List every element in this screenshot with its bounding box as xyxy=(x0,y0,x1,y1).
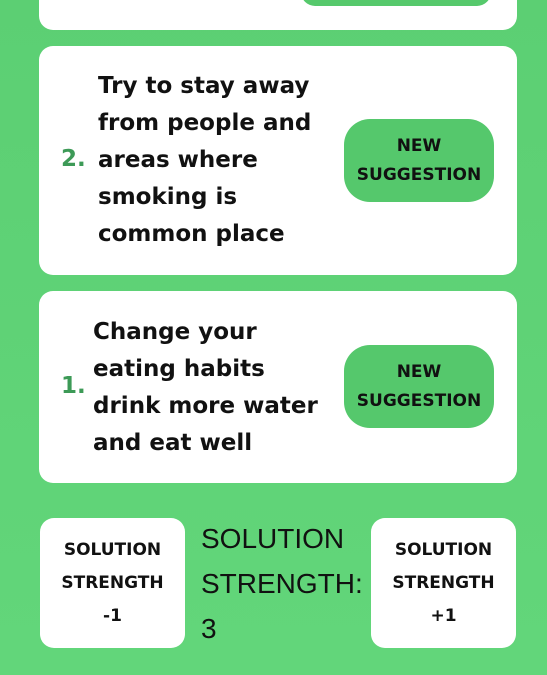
new-suggestion-button[interactable]: NEW SUGGESTION xyxy=(344,119,494,202)
suggestion-card-1: 1. Change your eating habits drink more … xyxy=(39,291,517,483)
new-suggestion-button[interactable]: NEW SUGGESTION xyxy=(344,345,494,428)
increase-strength-button[interactable]: SOLUTION STRENGTH +1 xyxy=(371,518,516,648)
decrease-strength-button[interactable]: SOLUTION STRENGTH -1 xyxy=(40,518,185,648)
solution-strength-display: SOLUTION STRENGTH: 3 xyxy=(201,523,363,644)
new-suggestion-button-partial[interactable] xyxy=(301,0,491,6)
suggestion-number: 2. xyxy=(61,146,86,172)
suggestion-text: Try to stay away from people and areas w… xyxy=(98,73,312,247)
suggestion-text: Change your eating habits drink more wat… xyxy=(93,319,318,456)
suggestion-card-2: 2. Try to stay away from people and area… xyxy=(39,46,517,275)
suggestion-card-partial xyxy=(39,0,517,30)
suggestion-number: 1. xyxy=(61,373,86,399)
